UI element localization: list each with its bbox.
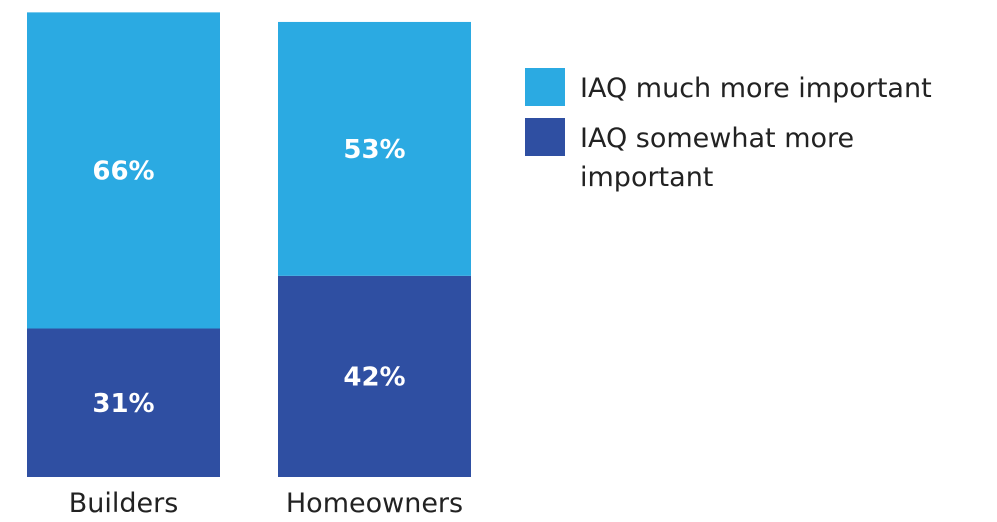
legend-label: IAQ somewhat more	[580, 123, 854, 154]
category-labels-layer: Builders Homeowners	[69, 488, 463, 519]
legend-label: IAQ much more important	[580, 73, 932, 104]
value-labels-layer: 31% 66% 42% 53%	[92, 135, 405, 419]
data-label: 31%	[92, 389, 154, 419]
legend-label: important	[580, 162, 713, 193]
legend-swatch	[525, 118, 565, 156]
data-label: 53%	[343, 135, 405, 165]
data-label: 66%	[92, 156, 154, 186]
legend-swatch	[525, 68, 565, 106]
category-label-builders: Builders	[69, 488, 179, 519]
legend: IAQ much more important IAQ somewhat more…	[525, 68, 932, 193]
bar-segment-homeowners-much	[278, 21, 471, 276]
bar-segment-homeowners-somewhat	[278, 275, 471, 477]
bar-segment-builders-somewhat	[27, 328, 220, 477]
category-label-homeowners: Homeowners	[286, 488, 463, 519]
bar-segment-builders-much	[27, 12, 220, 329]
bars-layer	[27, 12, 471, 477]
data-label: 42%	[343, 362, 405, 392]
